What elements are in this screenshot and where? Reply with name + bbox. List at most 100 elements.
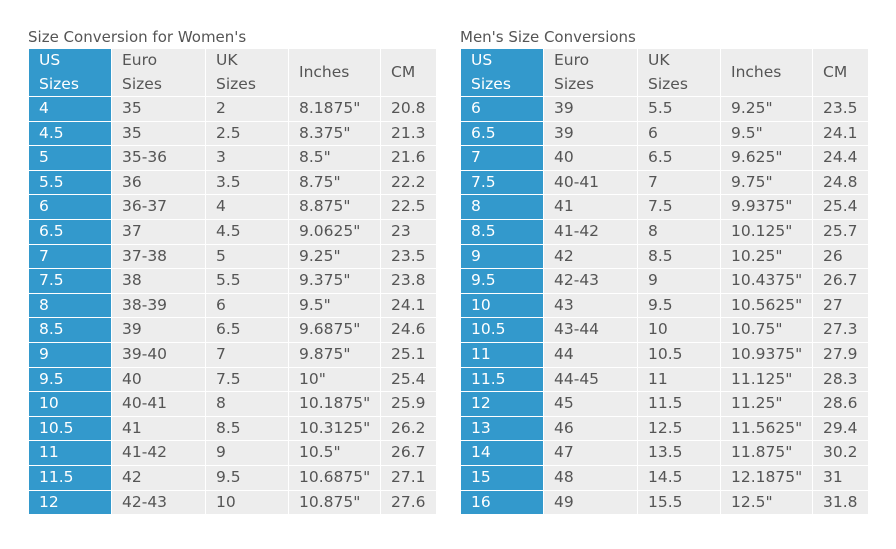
men-cell-us-size: 14 bbox=[460, 440, 544, 466]
women-cell-us-size: 7 bbox=[28, 243, 112, 270]
table-row: 7.5 40-41 7 9.75" 24.8 bbox=[460, 169, 869, 196]
men-cell-euro-size: 41 bbox=[543, 194, 638, 220]
women-cell-cm: 21.3 bbox=[380, 120, 437, 147]
men-cell-euro-size: 42-43 bbox=[543, 268, 638, 294]
men-cell-cm: 31.8 bbox=[812, 489, 869, 516]
women-cell-inches: 10.875" bbox=[288, 489, 381, 516]
women-header-us-size-line: US bbox=[39, 51, 61, 69]
women-cell-uk-size: 9 bbox=[205, 440, 289, 466]
men-cell-uk-size: 10 bbox=[637, 317, 721, 343]
men-header-euro-size: Euro Sizes bbox=[543, 48, 638, 97]
women-header-euro-size-line: Sizes bbox=[122, 74, 162, 93]
women-cell-cm: 25.9 bbox=[380, 391, 437, 417]
men-header-uk-size-line: Sizes bbox=[648, 74, 688, 93]
men-cell-euro-size: 39 bbox=[543, 96, 638, 122]
table-row: 14 47 13.5 11.875" 30.2 bbox=[460, 440, 869, 466]
men-cell-euro-size: 44-45 bbox=[543, 366, 638, 393]
women-header-inches: Inches bbox=[288, 48, 381, 97]
men-cell-cm: 23.5 bbox=[812, 96, 869, 122]
women-cell-us-size: 11 bbox=[28, 440, 112, 466]
men-header-uk-size-line: UK bbox=[648, 51, 670, 69]
men-table-body: 6 39 5.5 9.25" 23.5 6.5 39 6 9.5" 24.1 7 40 6.5 9.625… bbox=[460, 96, 869, 516]
table-row: 6.5 39 6 9.5" 24.1 bbox=[460, 120, 869, 147]
women-cell-euro-size: 40-41 bbox=[111, 391, 206, 417]
women-cell-uk-size: 7.5 bbox=[205, 366, 289, 393]
women-header-euro-size: Euro Sizes bbox=[111, 48, 206, 97]
women-cell-inches: 10.6875" bbox=[288, 464, 381, 491]
table-row: 8 38-39 6 9.5" 24.1 bbox=[28, 292, 437, 319]
men-cell-euro-size: 41-42 bbox=[543, 218, 638, 245]
women-size-chart: Size Conversion for Women's US Sizes Euro S… bbox=[28, 26, 437, 516]
men-cell-cm: 28.6 bbox=[812, 391, 869, 417]
men-cell-us-size: 8 bbox=[460, 194, 544, 220]
women-cell-uk-size: 6.5 bbox=[205, 317, 289, 343]
women-cell-uk-size: 4.5 bbox=[205, 218, 289, 245]
women-cell-cm: 24.1 bbox=[380, 292, 437, 319]
table-row: 9 42 8.5 10.25" 26 bbox=[460, 243, 869, 270]
men-cell-cm: 29.4 bbox=[812, 415, 869, 442]
men-cell-inches: 12.5" bbox=[720, 489, 813, 516]
men-cell-euro-size: 49 bbox=[543, 489, 638, 516]
women-header-uk-size-line: UK bbox=[216, 51, 238, 69]
men-cell-uk-size: 15.5 bbox=[637, 489, 721, 516]
men-cell-euro-size: 47 bbox=[543, 440, 638, 466]
women-cell-cm: 20.8 bbox=[380, 96, 437, 122]
men-cell-inches: 9.75" bbox=[720, 169, 813, 196]
women-cell-euro-size: 35 bbox=[111, 96, 206, 122]
men-cell-inches: 10.4375" bbox=[720, 268, 813, 294]
men-size-table: US Sizes Euro Sizes UK Sizes Inches CM 6 39 5.5 9.… bbox=[460, 48, 869, 516]
table-row: 7.5 38 5.5 9.375" 23.8 bbox=[28, 268, 437, 294]
women-cell-cm: 25.1 bbox=[380, 341, 437, 368]
men-cell-us-size: 9.5 bbox=[460, 268, 544, 294]
women-cell-cm: 23.5 bbox=[380, 243, 437, 270]
women-cell-us-size: 11.5 bbox=[28, 464, 112, 491]
women-cell-inches: 9.6875" bbox=[288, 317, 381, 343]
women-size-table: US Sizes Euro Sizes UK Sizes Inches CM 4 35 2 8.18… bbox=[28, 48, 437, 516]
men-table-header: US Sizes Euro Sizes UK Sizes Inches CM bbox=[460, 48, 869, 97]
women-cell-euro-size: 42-43 bbox=[111, 489, 206, 516]
women-cell-euro-size: 38-39 bbox=[111, 292, 206, 319]
table-row: 11.5 44-45 11 11.125" 28.3 bbox=[460, 366, 869, 393]
women-cell-inches: 8.375" bbox=[288, 120, 381, 147]
men-header-uk-size: UK Sizes bbox=[637, 48, 721, 97]
men-cell-us-size: 6 bbox=[460, 96, 544, 122]
men-cell-euro-size: 40 bbox=[543, 145, 638, 171]
table-row: 10.5 41 8.5 10.3125" 26.2 bbox=[28, 415, 437, 442]
men-cell-euro-size: 43 bbox=[543, 292, 638, 319]
men-cell-cm: 24.1 bbox=[812, 120, 869, 147]
women-cell-us-size: 5 bbox=[28, 145, 112, 171]
women-cell-euro-size: 37-38 bbox=[111, 243, 206, 270]
men-cell-us-size: 16 bbox=[460, 489, 544, 516]
men-cell-cm: 24.8 bbox=[812, 169, 869, 196]
table-row: 4.5 35 2.5 8.375" 21.3 bbox=[28, 120, 437, 147]
men-header-us-size-line: Sizes bbox=[471, 74, 511, 93]
women-cell-inches: 10.3125" bbox=[288, 415, 381, 442]
men-cell-inches: 11.5625" bbox=[720, 415, 813, 442]
women-cell-cm: 23.8 bbox=[380, 268, 437, 294]
women-cell-euro-size: 39-40 bbox=[111, 341, 206, 368]
women-table-header: US Sizes Euro Sizes UK Sizes Inches CM bbox=[28, 48, 437, 97]
women-cell-us-size: 6 bbox=[28, 194, 112, 220]
table-row: 4 35 2 8.1875" 20.8 bbox=[28, 96, 437, 122]
men-cell-us-size: 8.5 bbox=[460, 218, 544, 245]
men-cell-cm: 31 bbox=[812, 464, 869, 491]
men-cell-us-size: 11 bbox=[460, 341, 544, 368]
women-cell-euro-size: 41 bbox=[111, 415, 206, 442]
table-row: 15 48 14.5 12.1875" 31 bbox=[460, 464, 869, 491]
women-cell-inches: 8.1875" bbox=[288, 96, 381, 122]
women-cell-uk-size: 5 bbox=[205, 243, 289, 270]
men-cell-uk-size: 8 bbox=[637, 218, 721, 245]
table-row: 7 40 6.5 9.625" 24.4 bbox=[460, 145, 869, 171]
women-cell-euro-size: 41-42 bbox=[111, 440, 206, 466]
men-cell-inches: 11.125" bbox=[720, 366, 813, 393]
table-row: 9 39-40 7 9.875" 25.1 bbox=[28, 341, 437, 368]
table-row: 8.5 41-42 8 10.125" 25.7 bbox=[460, 218, 869, 245]
women-cell-inches: 8.875" bbox=[288, 194, 381, 220]
women-cell-uk-size: 10 bbox=[205, 489, 289, 516]
men-header-inches-line: Inches bbox=[731, 62, 782, 81]
table-row: 16 49 15.5 12.5" 31.8 bbox=[460, 489, 869, 516]
women-cell-cm: 26.2 bbox=[380, 415, 437, 442]
table-row: 9.5 42-43 9 10.4375" 26.7 bbox=[460, 268, 869, 294]
women-cell-us-size: 10.5 bbox=[28, 415, 112, 442]
women-table-body: 4 35 2 8.1875" 20.8 4.5 35 2.5 8.375" 21.3 5 35-36 3… bbox=[28, 96, 437, 516]
